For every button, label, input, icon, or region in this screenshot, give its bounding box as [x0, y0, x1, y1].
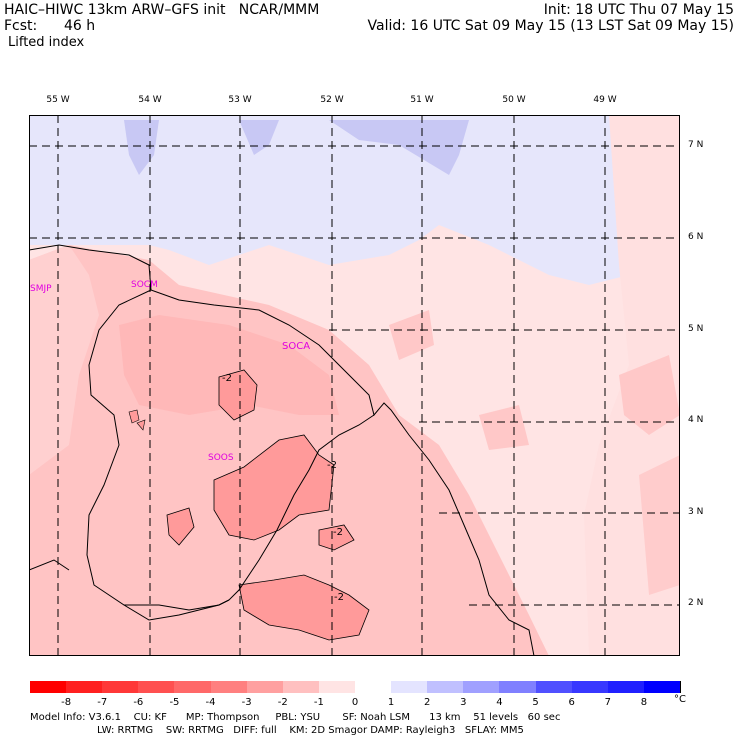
colorbar-tick-label: -2 — [277, 697, 288, 708]
ocean-positive-zone — [29, 115, 639, 285]
colorbar-tick-label: -8 — [61, 697, 72, 708]
contour-patch-2 — [213, 434, 335, 541]
interior-negative-zone — [119, 315, 339, 415]
lat-label-5n: 5 N — [688, 324, 704, 334]
station-soos: SOOS — [208, 453, 234, 463]
colorbar-swatch — [174, 681, 212, 693]
lon-label-53w: 53 W — [228, 95, 252, 105]
contour-label-4: -2 — [334, 592, 344, 603]
lon-label-49w: 49 W — [593, 95, 617, 105]
lat-label-4n: 4 N — [688, 415, 704, 425]
contour-label-1: -2 — [222, 373, 232, 384]
lon-label-54w: 54 W — [138, 95, 162, 105]
colorbar-swatch — [463, 681, 501, 693]
lat-label-6n: 6 N — [688, 232, 704, 242]
lat-label-3n: 3 N — [688, 507, 704, 517]
colorbar-tick-label: 0 — [351, 697, 359, 708]
colorbar-swatch — [318, 681, 356, 693]
colorbar-swatch — [246, 681, 284, 693]
colorbar-swatch — [30, 681, 68, 693]
contour-patch-3 — [166, 507, 195, 546]
colorbar-swatch — [607, 681, 645, 693]
forecast-label: Fcst: — [4, 18, 38, 34]
colorbar-swatch — [102, 681, 140, 693]
colorbar-tick-label: -3 — [241, 697, 252, 708]
colorbar-tick-label: 6 — [568, 697, 575, 708]
contour-patch-1 — [218, 369, 258, 421]
contour-patch-6 — [128, 409, 140, 424]
west-land-zone — [29, 245, 99, 475]
ocean-blue-patch-3 — [329, 120, 469, 175]
ocean-pink-patch-1 — [389, 310, 434, 360]
colorbar-tick-label: -7 — [97, 697, 108, 708]
contour-patch-7 — [136, 419, 146, 431]
ocean-pink-patch-4 — [639, 455, 680, 595]
lon-label-55w: 55 W — [46, 95, 70, 105]
colorbar-tick-label: -5 — [169, 697, 180, 708]
station-soca: SOCA — [282, 341, 311, 352]
field-name: Lifted index — [8, 35, 85, 50]
colorbar-swatch — [391, 681, 429, 693]
colorbar-tick-label: 8 — [640, 697, 648, 708]
colorbar-swatch — [643, 681, 681, 693]
contour-patch-4 — [238, 574, 370, 641]
colorbar-swatch — [138, 681, 176, 693]
lon-label-50w: 50 W — [502, 95, 526, 105]
colorbar-swatch — [355, 681, 393, 693]
lon-label-52w: 52 W — [320, 95, 344, 105]
ocean-pink-patch-2 — [479, 405, 529, 450]
graticule — [29, 115, 680, 656]
lifted-index-map — [29, 115, 680, 656]
lat-label-2n: 2 N — [688, 598, 704, 608]
ocean-blue-patch-2 — [239, 120, 279, 155]
colorbar-swatch — [571, 681, 609, 693]
colorbar-swatch — [499, 681, 537, 693]
contour-patch-5 — [318, 524, 355, 551]
colorbar-tick-label: -4 — [205, 697, 216, 708]
init-time: Init: 18 UTC Thu 07 May 15 — [543, 2, 734, 18]
colorbar-tick-label: -1 — [313, 697, 324, 708]
forecast-hours: 46 h — [64, 18, 96, 34]
border-southwest — [29, 559, 70, 571]
border-east — [123, 414, 375, 621]
ocean-pink-patch-3 — [619, 355, 680, 435]
coastline — [29, 244, 535, 656]
border-west — [86, 289, 230, 611]
colorbar-swatch — [427, 681, 465, 693]
lat-label-7n: 7 N — [688, 140, 704, 150]
station-socm: SOCM — [131, 280, 158, 290]
colorbar-tick-label: 5 — [532, 697, 539, 708]
model-title: HAIC–HIWC 13km ARW–GFS init NCAR/MMM — [4, 2, 320, 18]
colorbar-tick-label: 4 — [496, 697, 503, 708]
colorbar-tick-label: 7 — [604, 697, 611, 708]
colorbar-unit: °C — [674, 694, 686, 705]
valid-time: Valid: 16 UTC Sat 09 May 15 (13 LST Sat … — [367, 18, 734, 34]
footer-line2: LW: RRTMG SW: RRTMG DIFF: full KM: 2D Sm… — [97, 725, 524, 736]
colorbar-tick-label: -6 — [133, 697, 144, 708]
colorbar-tick-label: 2 — [424, 697, 431, 708]
lon-label-51w: 51 W — [410, 95, 434, 105]
colorbar-swatch — [66, 681, 104, 693]
colorbar-swatch — [210, 681, 248, 693]
colorbar-tick-label: 3 — [460, 697, 467, 708]
colorbar-swatch — [535, 681, 573, 693]
footer-line1: Model Info: V3.6.1 CU: KF MP: Thompson P… — [30, 712, 561, 723]
colorbar-tick-label: 1 — [387, 697, 395, 708]
station-smjp: SMJP — [30, 284, 52, 294]
contour-label-2: -2 — [327, 460, 337, 471]
map-frame — [29, 115, 680, 656]
colorbar-swatch — [282, 681, 320, 693]
contour-label-3: -2 — [333, 527, 343, 538]
